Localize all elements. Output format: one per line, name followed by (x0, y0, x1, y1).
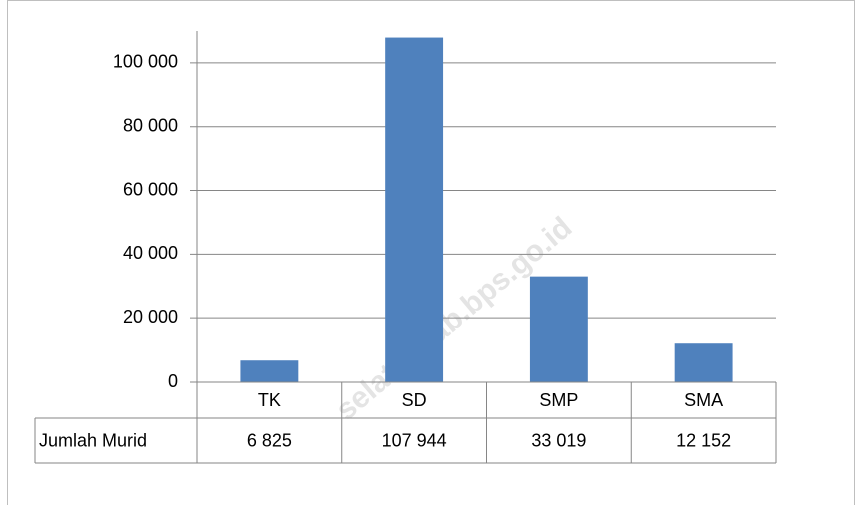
y-tick-label: 0 (168, 371, 178, 391)
legend-label: Jumlah Murid (39, 430, 147, 450)
x-tick-label: SD (402, 390, 427, 410)
y-tick-label: 20 000 (123, 307, 178, 327)
bar (385, 37, 444, 382)
bar (529, 276, 588, 382)
data-label: 107 944 (382, 430, 447, 450)
x-tick-label: TK (258, 390, 281, 410)
data-label: 33 019 (531, 430, 586, 450)
x-tick-label: SMA (684, 390, 723, 410)
y-tick-label: 80 000 (123, 115, 178, 135)
bar (240, 360, 299, 382)
y-tick-label: 60 000 (123, 179, 178, 199)
y-tick-label: 100 000 (113, 52, 178, 72)
data-label: 12 152 (676, 430, 731, 450)
data-label: 6 825 (247, 430, 292, 450)
x-tick-label: SMP (539, 390, 578, 410)
y-tick-label: 40 000 (123, 243, 178, 263)
bar (674, 343, 733, 382)
chart-border (7, 0, 855, 505)
